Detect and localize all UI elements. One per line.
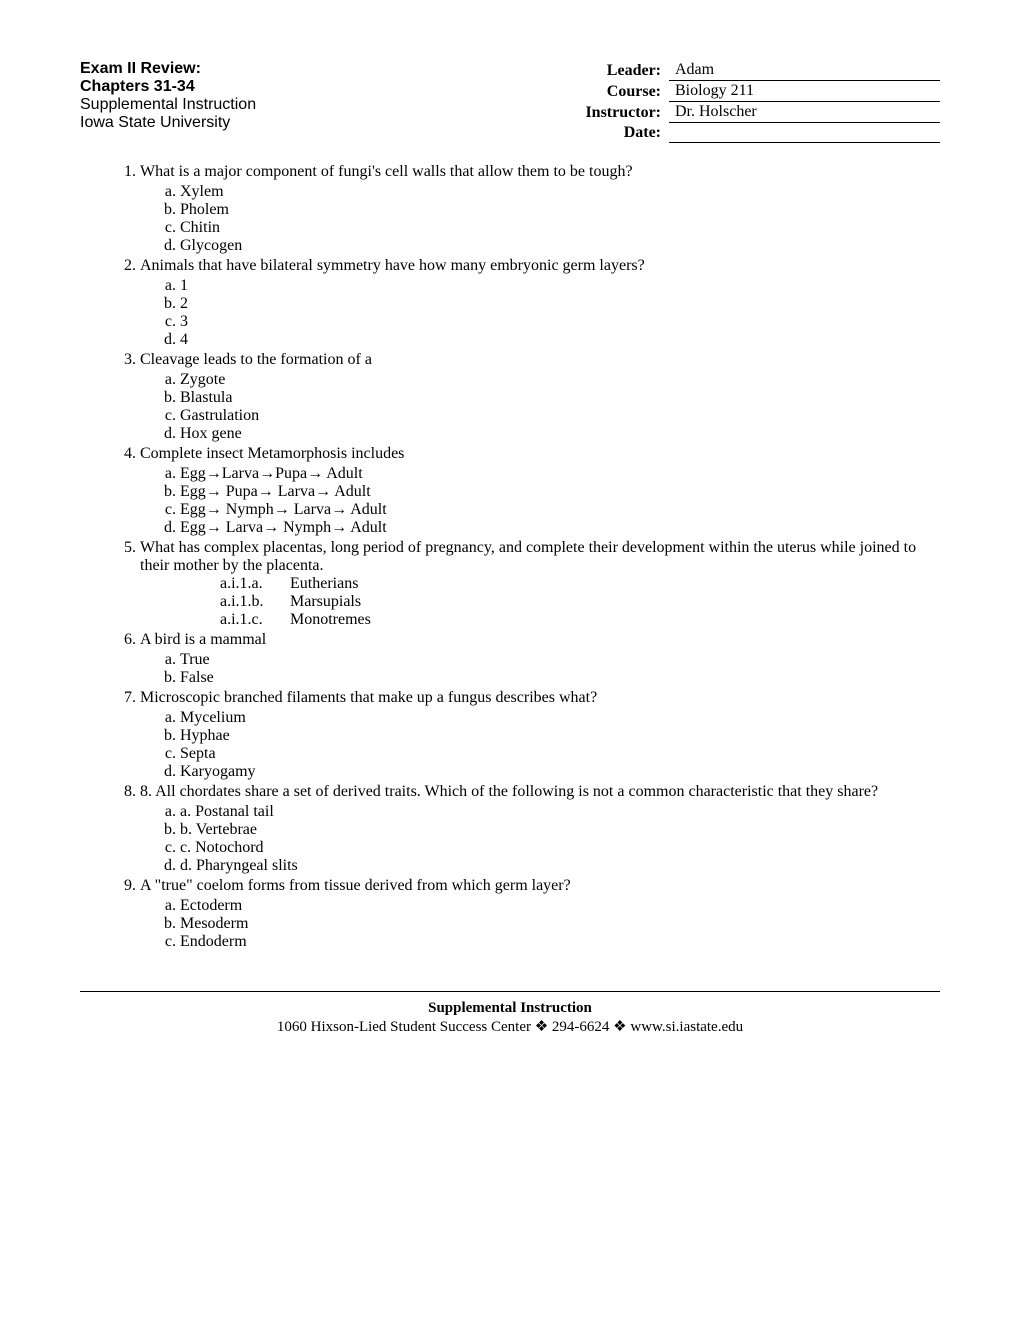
custom-option-item: a.i.1.a.Eutherians	[220, 575, 940, 593]
chapters-title: Chapters 31-34	[80, 78, 256, 96]
option-item: Mycelium	[180, 709, 940, 727]
options-list: TrueFalse	[180, 651, 940, 687]
option-marker: a.i.1.a.	[220, 575, 290, 593]
question-2: Animals that have bilateral symmetry hav…	[140, 257, 940, 349]
option-item: Egg→ Pupa→ Larva→ Adult	[180, 483, 940, 501]
question-text: A "true" coelom forms from tissue derive…	[140, 877, 571, 894]
leader-value: Adam	[669, 60, 940, 81]
option-item: Egg→Larva→Pupa→ Adult	[180, 465, 940, 483]
option-item: 2	[180, 295, 940, 313]
option-item: Egg→ Nymph→ Larva→ Adult	[180, 501, 940, 519]
question-7: Microscopic branched filaments that make…	[140, 689, 940, 781]
footer-title: Supplemental Instruction	[80, 1000, 940, 1017]
header-right: Leader: Adam Course: Biology 211 Instruc…	[560, 60, 940, 143]
question-5: What has complex placentas, long period …	[140, 539, 940, 629]
document-header: Exam II Review: Chapters 31-34 Supplemen…	[80, 60, 940, 143]
university-name: Iowa State University	[80, 114, 256, 132]
course-value: Biology 211	[669, 81, 940, 102]
option-item: Septa	[180, 745, 940, 763]
custom-option-item: a.i.1.c.Monotremes	[220, 611, 940, 629]
option-item: Egg→ Larva→ Nymph→ Adult	[180, 519, 940, 537]
option-item: Endoderm	[180, 933, 940, 951]
option-marker: a.i.1.b.	[220, 593, 290, 611]
leader-label: Leader:	[560, 60, 669, 81]
question-1: What is a major component of fungi's cel…	[140, 163, 940, 255]
option-item: Chitin	[180, 219, 940, 237]
questions-list: What is a major component of fungi's cel…	[140, 163, 940, 951]
question-text: Animals that have bilateral symmetry hav…	[140, 257, 645, 274]
question-8: 8. All chordates share a set of derived …	[140, 783, 940, 875]
options-list: 1234	[180, 277, 940, 349]
question-text: What has complex placentas, long period …	[140, 539, 916, 574]
question-6: A bird is a mammal TrueFalse	[140, 631, 940, 687]
instructor-label: Instructor:	[560, 102, 669, 123]
option-text: Marsupials	[290, 593, 361, 611]
review-title: Exam II Review:	[80, 60, 256, 78]
course-label: Course:	[560, 81, 669, 102]
option-item: d. Pharyngeal slits	[180, 857, 940, 875]
options-list: ZygoteBlastulaGastrulationHox gene	[180, 371, 940, 443]
date-value	[669, 123, 940, 143]
date-label: Date:	[560, 123, 669, 143]
option-text: Monotremes	[290, 611, 371, 629]
footer-line: 1060 Hixson-Lied Student Success Center …	[80, 1017, 940, 1036]
option-item: False	[180, 669, 940, 687]
option-item: Glycogen	[180, 237, 940, 255]
options-list: Egg→Larva→Pupa→ AdultEgg→ Pupa→ Larva→ A…	[180, 465, 940, 537]
question-text: Microscopic branched filaments that make…	[140, 689, 597, 706]
option-item: a. Postanal tail	[180, 803, 940, 821]
program-name: Supplemental Instruction	[80, 96, 256, 114]
option-item: Hyphae	[180, 727, 940, 745]
option-item: Hox gene	[180, 425, 940, 443]
options-list: EctodermMesodermEndoderm	[180, 897, 940, 951]
question-9: A "true" coelom forms from tissue derive…	[140, 877, 940, 951]
option-item: c. Notochord	[180, 839, 940, 857]
options-list: MyceliumHyphaeSeptaKaryogamy	[180, 709, 940, 781]
info-table: Leader: Adam Course: Biology 211 Instruc…	[560, 60, 940, 143]
option-item: Xylem	[180, 183, 940, 201]
option-item: Zygote	[180, 371, 940, 389]
instructor-value: Dr. Holscher	[669, 102, 940, 123]
option-text: Eutherians	[290, 575, 358, 593]
option-item: Mesoderm	[180, 915, 940, 933]
question-text: Complete insect Metamorphosis includes	[140, 445, 404, 462]
question-text: A bird is a mammal	[140, 631, 266, 648]
option-item: Blastula	[180, 389, 940, 407]
options-list: XylemPholemChitinGlycogen	[180, 183, 940, 255]
question-4: Complete insect Metamorphosis includes Eg…	[140, 445, 940, 537]
option-item: 1	[180, 277, 940, 295]
custom-options-list: a.i.1.a.Eutheriansa.i.1.b.Marsupialsa.i.…	[220, 575, 940, 629]
option-item: 3	[180, 313, 940, 331]
question-text: What is a major component of fungi's cel…	[140, 163, 633, 180]
option-item: 4	[180, 331, 940, 349]
option-item: Karyogamy	[180, 763, 940, 781]
options-list: a. Postanal tailb. Vertebraec. Notochord…	[180, 803, 940, 875]
header-left: Exam II Review: Chapters 31-34 Supplemen…	[80, 60, 256, 143]
option-marker: a.i.1.c.	[220, 611, 290, 629]
question-text: 8. All chordates share a set of derived …	[140, 783, 878, 800]
option-item: True	[180, 651, 940, 669]
option-item: Gastrulation	[180, 407, 940, 425]
option-item: Ectoderm	[180, 897, 940, 915]
question-3: Cleavage leads to the formation of a Zygo…	[140, 351, 940, 443]
custom-option-item: a.i.1.b.Marsupials	[220, 593, 940, 611]
option-item: Pholem	[180, 201, 940, 219]
footer: Supplemental Instruction 1060 Hixson-Lie…	[80, 991, 940, 1036]
option-item: b. Vertebrae	[180, 821, 940, 839]
question-text: Cleavage leads to the formation of a	[140, 351, 372, 368]
